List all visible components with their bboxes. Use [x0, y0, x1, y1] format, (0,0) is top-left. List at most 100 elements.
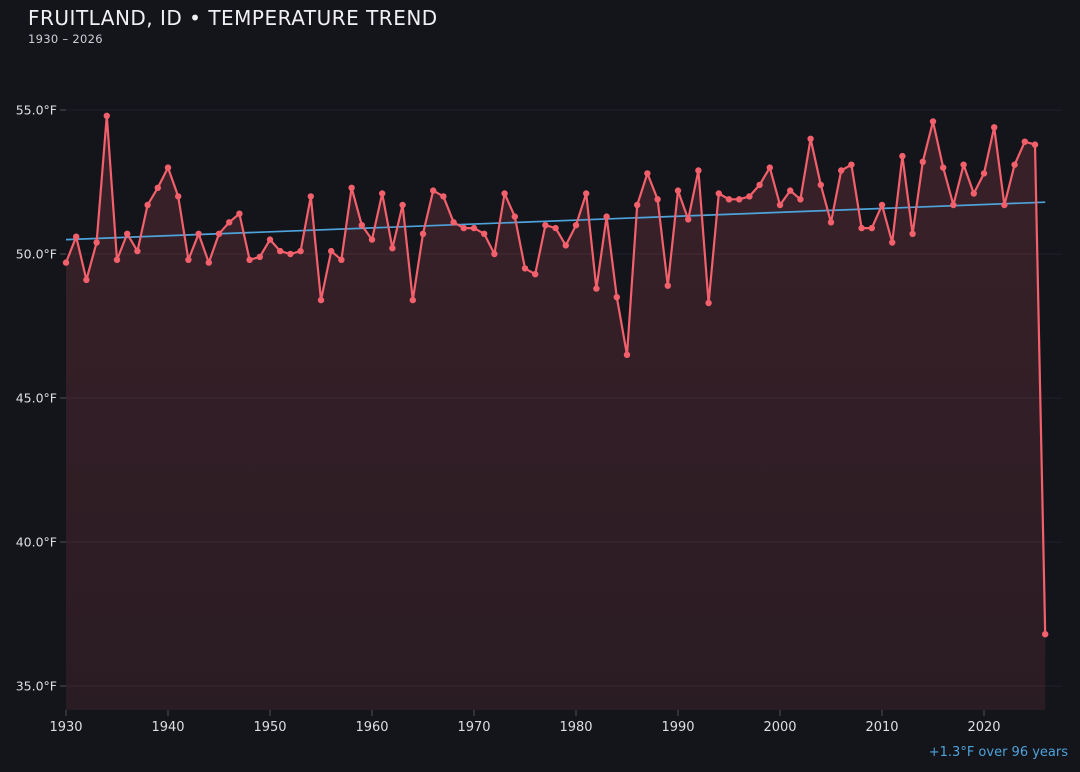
data-point[interactable]	[409, 296, 416, 304]
data-point[interactable]	[73, 233, 80, 240]
data-point[interactable]	[797, 196, 804, 203]
data-point[interactable]	[470, 224, 478, 232]
data-point[interactable]	[827, 219, 835, 226]
data-point[interactable]	[246, 256, 253, 263]
data-point[interactable]	[215, 230, 223, 237]
x-axis-ticks	[65, 710, 985, 716]
data-point[interactable]	[164, 164, 172, 171]
data-point[interactable]	[501, 190, 508, 197]
data-point[interactable]	[134, 247, 141, 255]
data-point[interactable]	[154, 184, 161, 191]
data-point[interactable]	[511, 213, 518, 220]
data-point[interactable]	[736, 196, 743, 203]
data-point[interactable]	[858, 224, 865, 232]
data-point[interactable]	[144, 201, 151, 209]
data-point[interactable]	[450, 219, 457, 226]
data-point[interactable]	[807, 135, 814, 142]
data-point[interactable]	[929, 118, 937, 125]
data-point[interactable]	[980, 170, 988, 177]
data-point[interactable]	[358, 222, 365, 229]
data-point[interactable]	[634, 201, 641, 209]
data-point[interactable]	[940, 164, 947, 171]
data-point[interactable]	[491, 250, 498, 258]
data-point[interactable]	[562, 242, 569, 249]
data-point[interactable]	[909, 230, 916, 237]
data-point[interactable]	[787, 187, 794, 194]
data-point[interactable]	[766, 164, 773, 171]
data-point[interactable]	[287, 250, 294, 258]
data-point[interactable]	[481, 230, 488, 237]
data-point[interactable]	[124, 230, 131, 237]
x-tick-label: 1990	[661, 720, 694, 735]
data-point[interactable]	[1001, 201, 1008, 209]
data-point[interactable]	[430, 187, 437, 194]
data-point[interactable]	[603, 213, 610, 220]
data-point[interactable]	[460, 224, 467, 232]
data-point[interactable]	[317, 296, 325, 304]
data-point[interactable]	[1021, 138, 1028, 145]
data-point[interactable]	[623, 351, 631, 358]
data-point[interactable]	[205, 259, 212, 266]
data-point[interactable]	[848, 161, 855, 168]
data-point[interactable]	[593, 285, 600, 292]
data-point[interactable]	[583, 190, 590, 197]
data-point[interactable]	[552, 224, 559, 232]
data-point[interactable]	[613, 294, 620, 301]
data-point[interactable]	[960, 161, 967, 168]
data-point[interactable]	[195, 230, 202, 237]
data-point[interactable]	[226, 219, 233, 226]
data-point[interactable]	[93, 239, 100, 246]
data-point[interactable]	[256, 253, 263, 261]
data-point[interactable]	[725, 196, 733, 203]
data-point[interactable]	[532, 271, 539, 278]
data-point[interactable]	[328, 247, 335, 255]
data-point[interactable]	[542, 222, 549, 229]
data-point[interactable]	[572, 222, 580, 229]
data-point[interactable]	[307, 193, 314, 200]
data-point[interactable]	[838, 167, 845, 174]
data-point[interactable]	[889, 239, 896, 246]
data-point[interactable]	[521, 265, 529, 272]
data-point[interactable]	[991, 124, 998, 131]
data-point[interactable]	[715, 190, 722, 197]
data-point[interactable]	[113, 256, 121, 263]
data-point[interactable]	[1031, 141, 1039, 148]
data-point[interactable]	[83, 276, 90, 284]
data-point[interactable]	[685, 216, 692, 223]
data-point[interactable]	[899, 152, 906, 160]
data-point[interactable]	[379, 190, 386, 197]
data-point[interactable]	[440, 193, 447, 200]
data-point[interactable]	[62, 259, 70, 266]
data-point[interactable]	[970, 190, 977, 197]
data-point[interactable]	[297, 247, 304, 255]
data-point[interactable]	[950, 201, 957, 209]
data-point[interactable]	[236, 210, 243, 217]
data-point[interactable]	[419, 230, 427, 237]
data-point[interactable]	[175, 193, 182, 200]
data-point[interactable]	[103, 112, 111, 120]
data-point[interactable]	[746, 193, 753, 200]
data-point[interactable]	[695, 167, 702, 174]
data-point[interactable]	[368, 236, 376, 243]
data-point[interactable]	[817, 181, 824, 189]
y-tick-label: 55.0°F	[16, 103, 57, 118]
data-point[interactable]	[654, 196, 661, 203]
data-point[interactable]	[868, 224, 875, 232]
data-point[interactable]	[277, 247, 284, 255]
data-point[interactable]	[644, 170, 651, 177]
data-point[interactable]	[705, 299, 712, 307]
data-point[interactable]	[674, 187, 682, 194]
data-point[interactable]	[776, 201, 784, 209]
data-point[interactable]	[266, 236, 274, 243]
data-point[interactable]	[664, 282, 671, 289]
data-point[interactable]	[878, 201, 886, 209]
data-point[interactable]	[185, 256, 192, 263]
data-point[interactable]	[1042, 631, 1049, 638]
data-point[interactable]	[919, 158, 926, 165]
data-point[interactable]	[338, 256, 345, 263]
data-point[interactable]	[399, 201, 406, 209]
data-point[interactable]	[756, 181, 763, 189]
data-point[interactable]	[1011, 161, 1018, 168]
data-point[interactable]	[348, 184, 355, 191]
data-point[interactable]	[389, 245, 396, 252]
